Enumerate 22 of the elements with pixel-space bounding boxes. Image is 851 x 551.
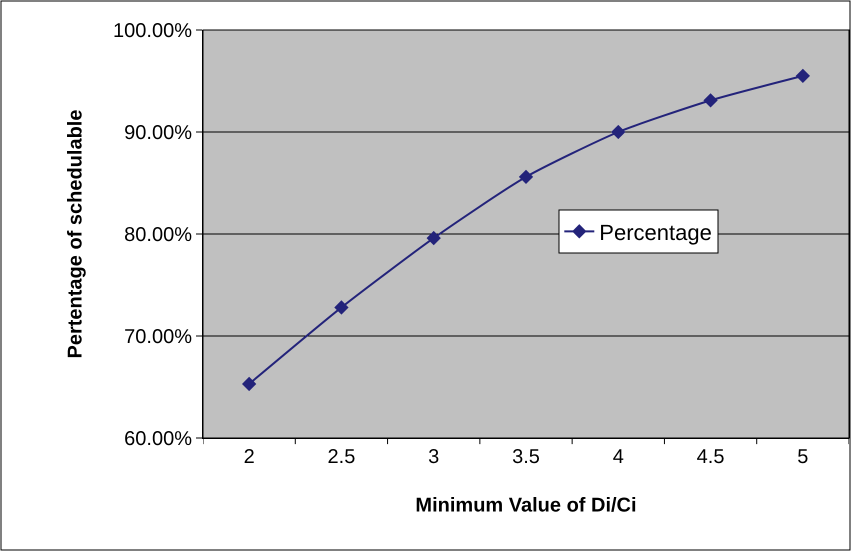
point [242,376,256,392]
x-axis-title: Minimum Value of Di/Ci [415,494,637,516]
point [703,93,718,108]
y-tick-label: 80.00% [124,224,192,246]
point [611,124,626,140]
x-tick-label: 4.5 [696,446,724,468]
y-tick-label: 100.00% [113,20,192,42]
point [426,230,441,246]
x-tick-label: 3.5 [512,446,540,468]
x-tick-label: 2 [244,446,255,468]
point [796,68,810,84]
point [518,170,534,184]
y-axis-title: Pertentage of schedulable [64,110,87,358]
x-tick-label: 4 [612,446,624,468]
x-tick-label: 3 [428,446,440,468]
y-tick-label: 70.00% [124,326,192,348]
y-tick-label: 90.00% [124,122,192,144]
y-tick-label: 60.00% [124,428,192,450]
x-tick-label: 2.5 [328,446,356,468]
point [334,300,349,315]
x-tick-label: 5 [797,446,808,468]
legend-label: Percentage [599,220,712,245]
